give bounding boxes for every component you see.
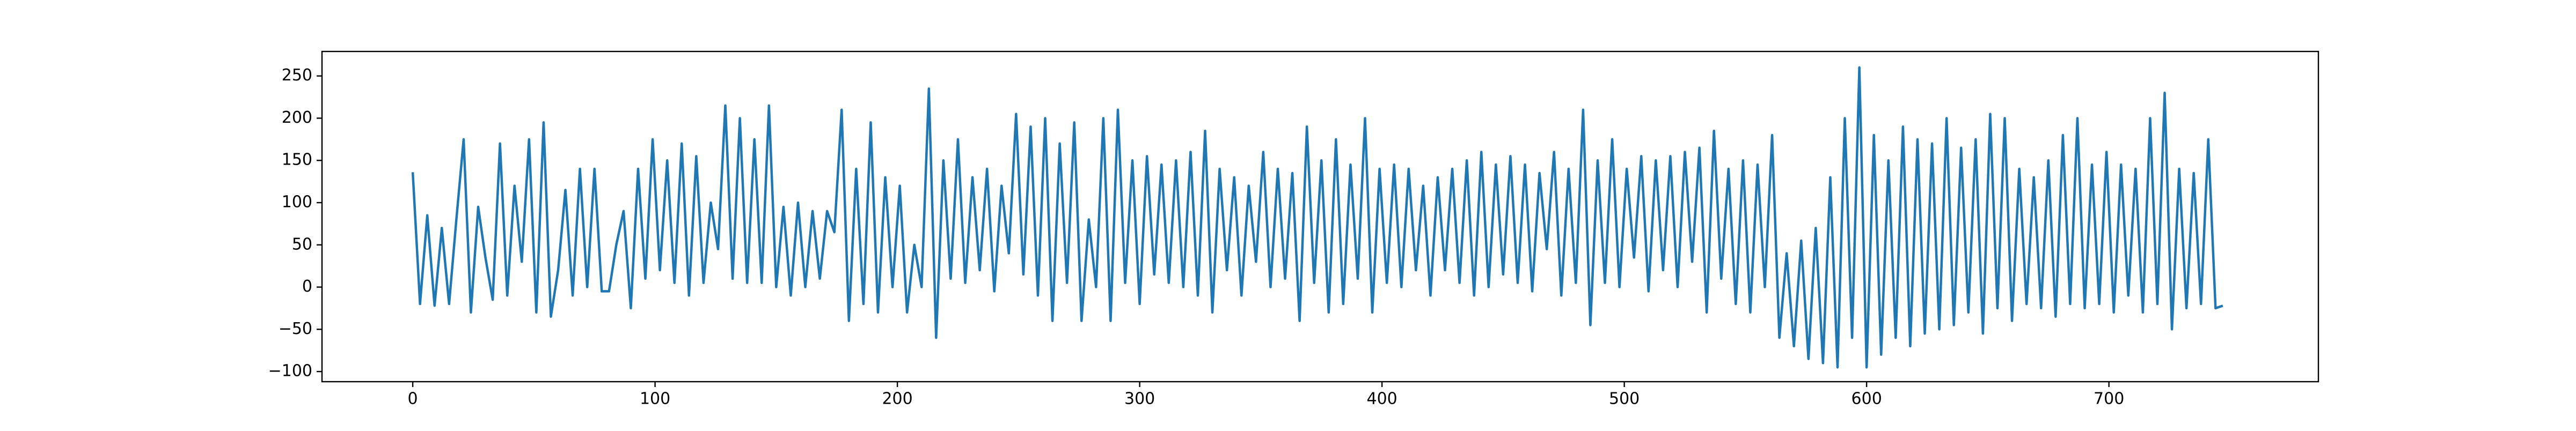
y-tick-label: 250 [282, 66, 312, 85]
y-tick-label: 150 [282, 151, 312, 169]
y-tick-label: 200 [282, 108, 312, 127]
y-tick-label: 0 [302, 277, 312, 296]
x-tick-label: 700 [2094, 390, 2124, 408]
x-tick-label: 300 [1124, 390, 1155, 408]
y-tick-label: −100 [268, 362, 312, 381]
y-tick-label: 50 [292, 235, 312, 254]
plot-frame [321, 50, 2319, 383]
x-tick-label: 100 [640, 390, 670, 408]
x-tick-label: 600 [1851, 390, 1882, 408]
x-tick-label: 500 [1609, 390, 1640, 408]
y-tick-label: 100 [282, 193, 312, 212]
y-tick-label: −50 [279, 319, 312, 338]
line-series [411, 66, 2223, 369]
x-tick-label: 200 [882, 390, 912, 408]
x-tick-label: 400 [1367, 390, 1397, 408]
x-tick-label: 0 [408, 390, 418, 408]
